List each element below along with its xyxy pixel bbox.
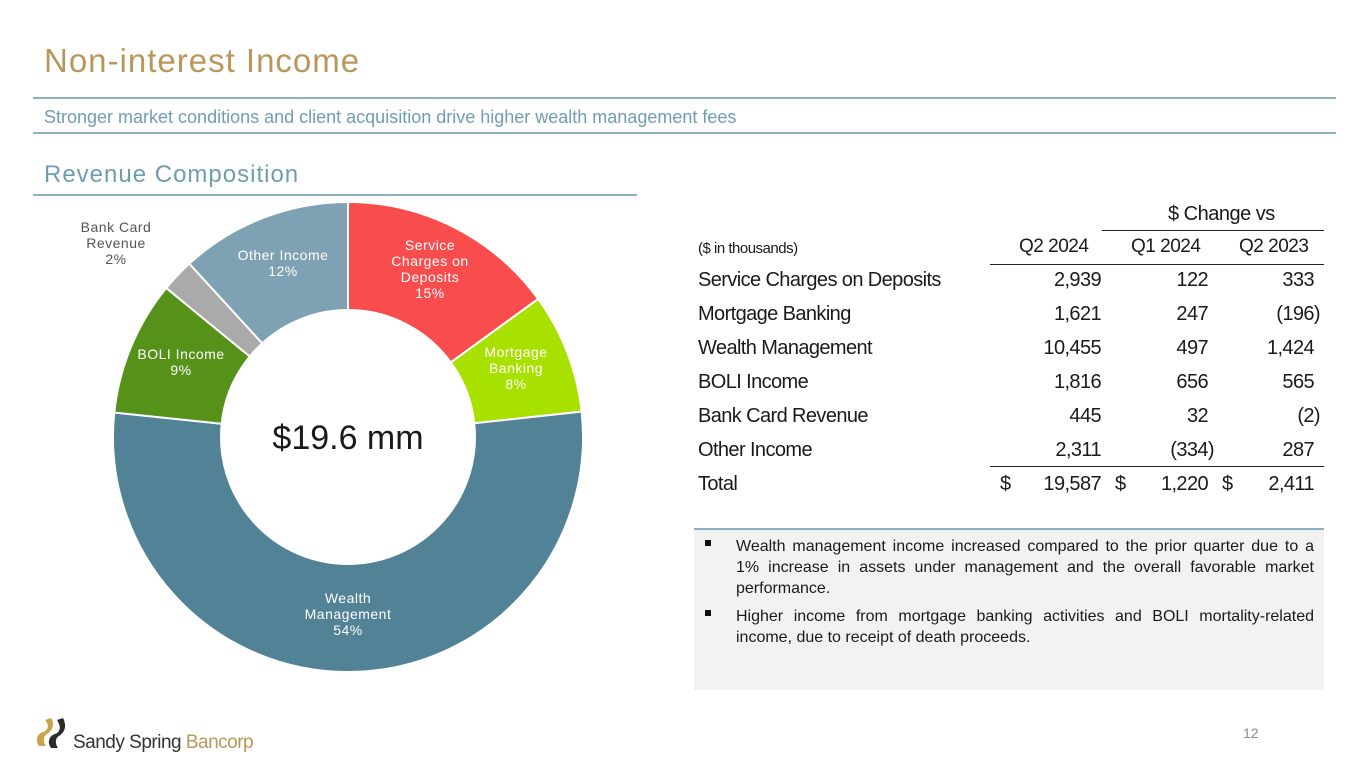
cell-q2-2023: 287 <box>1282 439 1314 461</box>
col-header-q1-2024: Q1 2024 <box>1131 236 1201 257</box>
section-title: Revenue Composition <box>44 161 300 188</box>
bullet-icon <box>705 610 711 616</box>
cell-q1-2024: 32 <box>1186 405 1209 427</box>
company-name-part1: Sandy Spring <box>73 732 182 753</box>
cell-q2-2023: (196) <box>1276 303 1320 325</box>
company-name-part2: Bancorp <box>185 732 254 753</box>
company-name: Sandy Spring Bancorp <box>73 732 254 754</box>
header-rule <box>990 264 1324 265</box>
row-label: Bank Card Revenue <box>698 405 869 427</box>
slice-label-bank-card-revenue: Bank Card Revenue 2% <box>81 219 152 267</box>
cell-q2-2024: 1,816 <box>1053 371 1102 393</box>
page-subtitle: Stronger market conditions and client ac… <box>44 107 737 127</box>
slice-label-service-charges-on-deposits: Service Charges on Deposits 15% <box>391 237 468 301</box>
slice-label-mortgage-banking: Mortgage Banking 8% <box>484 344 547 392</box>
note-item: Higher income from mortgage banking acti… <box>705 606 1314 648</box>
note-text: Wealth management income increased compa… <box>736 538 1314 597</box>
row-label: BOLI Income <box>698 371 809 393</box>
slice-label-wealth-management: Wealth Management 54% <box>305 590 392 638</box>
slice-label-boli-income: BOLI Income 9% <box>137 346 224 378</box>
cell-q1-2024: (334) <box>1170 439 1214 461</box>
total-q1-2024: 1,220 <box>1160 473 1209 495</box>
table-row: Mortgage Banking 1,621 247 (196) <box>698 299 1328 332</box>
col-header-q2-2024: Q2 2024 <box>1019 236 1089 257</box>
slice-label-other-income: Other Income 12% <box>238 247 329 279</box>
cell-q2-2023: 1,424 <box>1266 337 1315 359</box>
cell-q1-2024: 122 <box>1176 269 1208 291</box>
table-row: Service Charges on Deposits 2,939 122 33… <box>698 265 1328 298</box>
total-label: Total <box>698 473 738 495</box>
cell-q2-2023: (2) <box>1297 405 1320 427</box>
row-label: Wealth Management <box>698 337 873 359</box>
sandy-spring-logo-icon <box>36 718 66 748</box>
total-q2-2023: 2,411 <box>1268 473 1314 495</box>
cell-q2-2024: 10,455 <box>1043 337 1101 359</box>
col-header-q2-2023: Q2 2023 <box>1239 236 1309 257</box>
donut-slice-other-income <box>187 200 349 345</box>
units-label: ($ in thousands) <box>698 240 798 257</box>
cell-q1-2024: 497 <box>1176 337 1208 359</box>
cell-q2-2024: 445 <box>1069 405 1101 427</box>
row-label: Service Charges on Deposits <box>698 269 941 291</box>
cell-q2-2024: 2,939 <box>1053 269 1102 291</box>
title-divider <box>33 97 1336 99</box>
bullet-icon <box>705 540 711 546</box>
cell-q1-2024: 656 <box>1176 371 1208 393</box>
page-title: Non-interest Income <box>44 42 361 79</box>
table-row: Other Income 2,311 (334) 287 <box>698 435 1328 468</box>
donut-slice-wealth-management <box>112 410 584 674</box>
total-row: Total $ 19,587 $ 1,220 $ 2,411 <box>698 469 1328 502</box>
change-vs-header: $ Change vs <box>1168 203 1275 225</box>
commentary-box: Wealth management income increased compa… <box>694 528 1324 690</box>
table-row: Bank Card Revenue 445 32 (2) <box>698 401 1328 434</box>
section-divider <box>33 194 637 196</box>
table-row: BOLI Income 1,816 656 565 <box>698 367 1328 400</box>
total-rule <box>990 466 1324 467</box>
change-header-rule <box>1102 230 1324 231</box>
row-label: Mortgage Banking <box>698 303 851 325</box>
donut-center-total: $19.6 mm <box>272 419 423 457</box>
cell-q2-2024: 1,621 <box>1053 303 1102 325</box>
total-q2-2024: 19,587 <box>1043 473 1101 495</box>
note-text: Higher income from mortgage banking acti… <box>736 608 1314 646</box>
cell-q1-2024: 247 <box>1176 303 1208 325</box>
subtitle-divider <box>33 132 1336 134</box>
table-row: Wealth Management 10,455 497 1,424 <box>698 333 1328 366</box>
donut-slice-service-charges-on-deposits <box>347 200 540 364</box>
currency-symbol: $ <box>1000 473 1011 495</box>
cell-q2-2023: 333 <box>1282 269 1314 291</box>
currency-symbol: $ <box>1115 473 1126 495</box>
cell-q2-2023: 565 <box>1282 371 1314 393</box>
page-number: 12 <box>1243 725 1259 741</box>
cell-q2-2024: 2,311 <box>1055 439 1101 461</box>
note-item: Wealth management income increased compa… <box>705 536 1314 599</box>
revenue-donut-chart: Service Charges on Deposits 15% Mortgage Bank… <box>81 200 584 674</box>
row-label: Other Income <box>698 439 813 461</box>
currency-symbol: $ <box>1222 473 1233 495</box>
